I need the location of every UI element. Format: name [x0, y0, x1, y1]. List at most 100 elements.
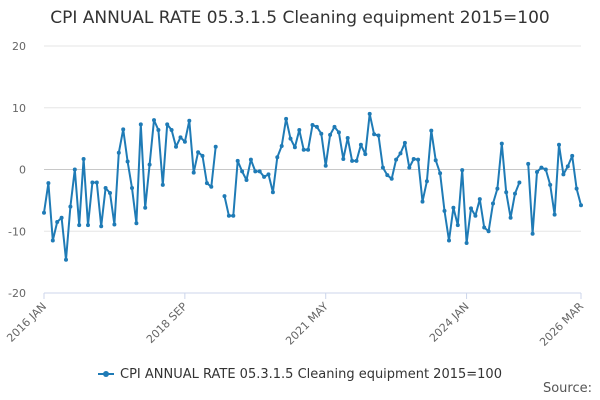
data-point[interactable] [90, 180, 95, 185]
data-point[interactable] [257, 169, 262, 174]
data-point[interactable] [244, 178, 249, 182]
data-point[interactable] [59, 215, 64, 220]
data-point[interactable] [442, 208, 447, 213]
data-point[interactable] [341, 157, 346, 161]
data-point[interactable] [385, 173, 390, 178]
data-point[interactable] [231, 213, 236, 218]
data-point[interactable] [292, 145, 297, 150]
data-point[interactable] [336, 130, 341, 135]
data-point[interactable] [469, 206, 473, 211]
data-point[interactable] [574, 186, 579, 191]
data-point[interactable] [380, 165, 385, 170]
data-point[interactable] [570, 153, 575, 158]
data-point[interactable] [121, 127, 126, 132]
data-point[interactable] [262, 174, 267, 179]
data-point[interactable] [297, 128, 302, 132]
data-point[interactable] [424, 179, 429, 184]
data-point[interactable] [358, 142, 363, 147]
data-point[interactable] [447, 238, 451, 243]
data-point[interactable] [464, 241, 469, 245]
data-point[interactable] [354, 158, 359, 163]
data-point[interactable] [517, 180, 522, 185]
data-point[interactable] [565, 164, 570, 169]
data-point[interactable] [81, 157, 86, 161]
data-point[interactable] [513, 191, 517, 196]
data-point[interactable] [504, 190, 509, 195]
data-point[interactable] [314, 124, 319, 129]
data-point[interactable] [363, 152, 368, 157]
data-point[interactable] [539, 165, 544, 170]
data-point[interactable] [147, 162, 152, 167]
data-point[interactable] [156, 128, 161, 132]
data-point[interactable] [182, 139, 187, 144]
data-point[interactable] [491, 201, 495, 206]
data-point[interactable] [50, 238, 55, 243]
data-point[interactable] [112, 222, 117, 227]
data-point[interactable] [235, 158, 240, 163]
data-point[interactable] [55, 220, 60, 224]
data-point[interactable] [530, 231, 535, 236]
data-point[interactable] [266, 172, 271, 177]
data-point[interactable] [367, 111, 372, 116]
data-point[interactable] [402, 140, 407, 145]
data-point[interactable] [103, 186, 108, 190]
data-point[interactable] [319, 131, 324, 136]
data-point[interactable] [204, 181, 209, 186]
data-point[interactable] [248, 157, 253, 162]
data-point[interactable] [209, 184, 214, 189]
data-point[interactable] [86, 223, 90, 228]
data-point[interactable] [191, 170, 196, 175]
data-point[interactable] [460, 168, 465, 173]
data-point[interactable] [407, 165, 412, 170]
data-point[interactable] [482, 225, 487, 230]
data-point[interactable] [310, 123, 315, 127]
data-point[interactable] [579, 203, 583, 208]
data-point[interactable] [526, 161, 531, 166]
data-point[interactable] [275, 155, 280, 160]
data-point[interactable] [548, 182, 553, 187]
data-point[interactable] [99, 224, 104, 229]
data-point[interactable] [372, 132, 377, 137]
data-point[interactable] [213, 144, 218, 149]
data-point[interactable] [495, 186, 500, 191]
data-point[interactable] [301, 147, 306, 152]
data-point[interactable] [438, 171, 443, 176]
data-point[interactable] [68, 204, 73, 209]
data-point[interactable] [253, 169, 258, 174]
data-point[interactable] [411, 157, 416, 161]
data-point[interactable] [433, 158, 438, 163]
data-point[interactable] [130, 186, 134, 190]
data-point[interactable] [416, 157, 421, 162]
data-point[interactable] [306, 147, 311, 152]
data-point[interactable] [499, 141, 504, 146]
data-point[interactable] [72, 167, 77, 172]
data-point[interactable] [328, 132, 333, 137]
data-point[interactable] [455, 223, 460, 228]
data-point[interactable] [94, 180, 99, 185]
data-point[interactable] [345, 136, 350, 140]
data-point[interactable] [323, 163, 328, 168]
data-point[interactable] [200, 153, 205, 158]
data-point[interactable] [226, 213, 231, 218]
data-point[interactable] [138, 122, 143, 127]
data-point[interactable] [134, 221, 139, 226]
data-point[interactable] [187, 118, 192, 123]
data-point[interactable] [284, 116, 289, 121]
data-point[interactable] [46, 181, 51, 186]
data-point[interactable] [152, 118, 156, 123]
data-point[interactable] [222, 194, 227, 199]
data-point[interactable] [394, 157, 399, 162]
data-point[interactable] [451, 205, 456, 210]
data-point[interactable] [77, 223, 82, 228]
data-point[interactable] [160, 182, 165, 187]
data-point[interactable] [165, 122, 170, 127]
data-point[interactable] [279, 144, 284, 148]
data-point[interactable] [169, 128, 174, 132]
data-point[interactable] [116, 150, 121, 155]
data-point[interactable] [473, 213, 478, 218]
data-point[interactable] [288, 136, 293, 141]
data-point[interactable] [143, 205, 148, 210]
data-point[interactable] [42, 210, 46, 215]
data-point[interactable] [552, 212, 557, 217]
data-point[interactable] [108, 191, 112, 195]
